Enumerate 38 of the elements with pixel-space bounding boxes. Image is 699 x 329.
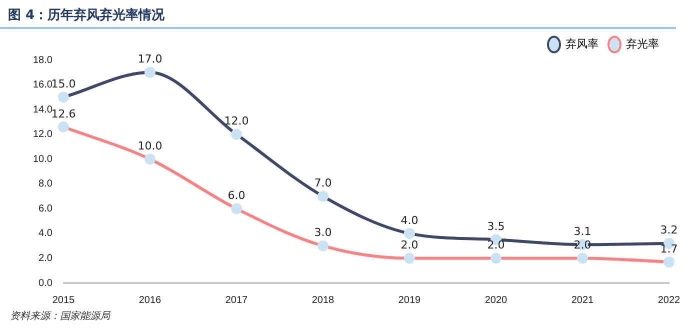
y-tick-label: 14.0 [32,104,53,116]
data-label: 3.1 [574,224,592,238]
data-label: 2.0 [400,238,418,252]
text: 资料来源：国家能源局 [9,310,112,323]
data-label: 17.0 [138,52,162,66]
data-label: 6.0 [228,189,246,202]
x-tick-label: 2022 [658,294,681,306]
data-label: 12.6 [51,107,76,120]
data-label: 7.0 [314,176,332,190]
x-tick-label: 2021 [571,294,594,306]
x-tick-label: 2019 [398,294,422,306]
y-tick-label: 18.0 [32,54,53,66]
y-tick-label: 8.0 [38,178,53,190]
data-label: 10.0 [138,139,162,152]
y-tick-label: 2.0 [38,252,53,264]
y-tick-label: 0.0 [38,278,53,289]
data-label: 3.2 [660,224,678,237]
x-tick-label: 2016 [138,294,162,306]
y-tick-label: 16.0 [32,80,53,91]
y-tick-label: 4.0 [38,228,53,240]
data-label: 4.0 [400,214,418,227]
x-tick-label: 2020 [484,294,508,306]
y-tick-label: 6.0 [38,203,53,214]
data-label: 3.5 [487,220,505,233]
data-label: 12.0 [224,114,249,128]
x-tick-label: 2018 [312,294,335,306]
x-tick-label: 2017 [225,294,248,306]
data-label: 2.0 [487,238,505,252]
legend-label: 弃光率 [626,37,659,50]
data-label: 3.0 [314,226,332,240]
data-label: 2.0 [574,238,592,252]
data-label: 1.7 [660,242,678,256]
y-tick-label: 12.0 [32,129,53,140]
legend-label: 弃风率 [566,37,598,50]
data-label: 15.0 [51,78,76,91]
x-tick-label: 2015 [52,294,76,306]
chart-title: 图 4：历年弃风弃光率情况 [0,0,676,29]
y-tick-label: 10.0 [32,154,53,165]
